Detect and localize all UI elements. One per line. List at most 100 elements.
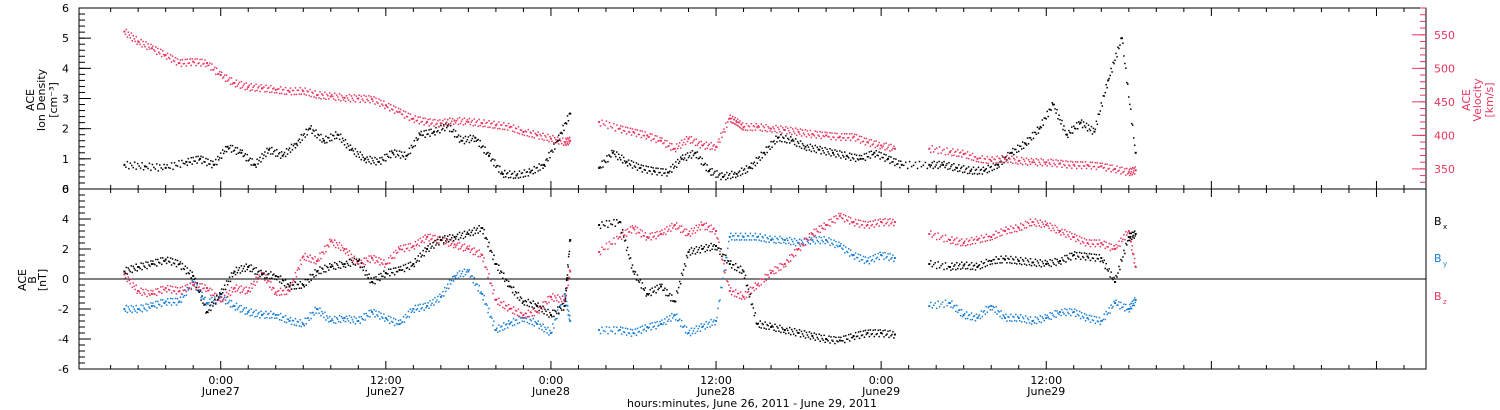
velocity-dot — [388, 102, 390, 105]
bz-dot — [503, 307, 506, 310]
bz-point — [398, 248, 401, 250]
velocity-dot — [463, 117, 466, 119]
bx-dot — [564, 297, 567, 300]
bz-point — [990, 236, 993, 238]
by-dot — [775, 242, 777, 244]
density-dot — [546, 158, 548, 160]
density-dot — [702, 164, 705, 166]
bx-dot — [717, 247, 719, 249]
bx-dot — [217, 298, 219, 301]
by-dot — [535, 322, 537, 324]
by-dot — [568, 318, 571, 320]
density-dot — [368, 161, 370, 163]
density-dot — [536, 166, 538, 169]
velocity-dot — [1111, 164, 1113, 166]
density-point — [226, 145, 229, 148]
bz-point — [598, 251, 601, 253]
by-dot — [447, 287, 450, 290]
density-dot — [454, 130, 457, 132]
density-dot — [624, 162, 627, 164]
by-dot — [243, 307, 246, 310]
bx-dot — [543, 312, 545, 315]
velocity-dot — [1057, 160, 1059, 162]
bz-dot — [449, 244, 452, 246]
bx-dot — [353, 257, 356, 260]
density-dot — [737, 171, 740, 174]
bz-dot — [891, 221, 893, 224]
velocity-dot — [341, 96, 344, 99]
bx-dot — [844, 341, 846, 344]
by-dot — [352, 321, 355, 323]
bz-dot — [408, 249, 411, 252]
density-dot — [775, 135, 777, 138]
velocity-dot — [127, 31, 130, 33]
bx-dot — [841, 340, 843, 342]
bz-dot — [1121, 240, 1123, 243]
velocity-dot — [441, 122, 443, 125]
density-point — [364, 157, 367, 160]
bz-dot — [699, 228, 702, 231]
velocity-dot — [845, 139, 847, 142]
density-dot — [835, 156, 837, 158]
by-dot — [626, 328, 629, 330]
bz-dot — [513, 313, 516, 315]
bx-dot — [459, 237, 462, 239]
bx-dot — [442, 236, 444, 239]
velocity-dot — [193, 61, 195, 64]
density-dot — [293, 143, 296, 145]
by-point — [893, 257, 896, 259]
velocity-point — [1045, 161, 1048, 164]
density-dot — [422, 134, 424, 136]
bx-dot — [1095, 253, 1098, 256]
velocity-dot — [773, 127, 775, 130]
bx-dot — [414, 258, 417, 260]
density-dot — [899, 166, 901, 169]
velocity-point — [481, 122, 484, 125]
velocity-dot — [946, 147, 948, 149]
bx-dot — [1010, 255, 1012, 258]
bz-dot — [376, 260, 378, 262]
velocity-dot — [938, 146, 941, 148]
density-dot — [489, 152, 491, 155]
velocity-dot — [152, 45, 154, 47]
bz-dot — [251, 287, 253, 289]
bx-dot — [286, 283, 289, 285]
velocity-dot — [883, 143, 885, 145]
velocity-point — [178, 61, 181, 64]
velocity-dot — [736, 124, 738, 126]
bz-dot — [944, 234, 947, 236]
bz-dot — [987, 235, 990, 238]
panel2-ytick-label: 2 — [62, 243, 69, 256]
by-dot — [140, 304, 142, 306]
density-dot — [839, 150, 841, 152]
by-dot — [774, 235, 776, 238]
by-dot — [228, 299, 231, 302]
bx-dot — [392, 267, 395, 270]
density-dot — [696, 151, 699, 153]
density-dot — [780, 134, 782, 136]
density-dot — [376, 158, 378, 160]
bz-dot — [1039, 219, 1042, 221]
bz-dot — [887, 218, 889, 221]
velocity-dot — [560, 140, 562, 142]
density-dot — [217, 155, 219, 158]
bx-dot — [415, 261, 418, 263]
bx-dot — [672, 300, 674, 302]
bx-dot — [424, 247, 426, 249]
bz-dot — [819, 231, 821, 234]
bz-dot — [363, 257, 365, 259]
bz-dot — [153, 292, 155, 295]
bx-dot — [705, 243, 707, 246]
density-dot — [1018, 145, 1021, 147]
bz-dot — [849, 217, 852, 219]
bz-dot — [346, 251, 349, 254]
bz-dot — [1015, 224, 1017, 226]
velocity-point — [880, 144, 883, 147]
bz-dot — [394, 249, 397, 252]
bz-dot — [1080, 237, 1083, 239]
panel2-ytick-label: -4 — [58, 333, 69, 346]
bz-dot — [685, 228, 688, 231]
by-dot — [176, 297, 179, 300]
density-dot — [382, 158, 384, 161]
by-dot — [982, 311, 985, 313]
